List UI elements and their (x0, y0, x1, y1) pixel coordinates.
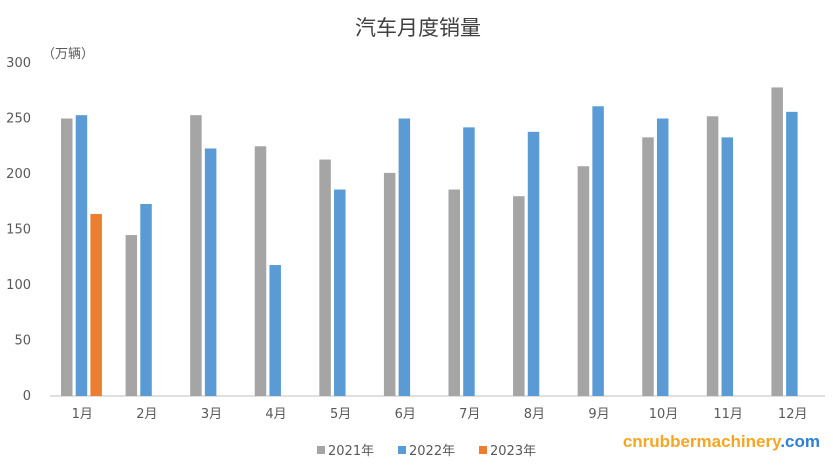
x-tick-label: 9月 (588, 407, 609, 422)
bar-2021年-2月 (125, 235, 138, 396)
bar-2022年-2月 (140, 203, 152, 396)
bar-2022年-10月 (656, 118, 669, 396)
legend-swatch (317, 446, 325, 454)
watermark-suffix: .com (780, 432, 820, 451)
bar-2021年-10月 (642, 137, 654, 396)
bar-2021年-6月 (383, 172, 396, 396)
x-tick-label: 10月 (649, 407, 679, 422)
x-tick-label: 3月 (201, 407, 222, 422)
bar-2021年-8月 (513, 196, 525, 396)
bar-2022年-11月 (721, 137, 734, 396)
x-tick-label: 5月 (330, 407, 351, 422)
y-tick-label: 300 (6, 56, 31, 71)
bar-2022年-7月 (463, 127, 475, 396)
y-tick-label: 200 (6, 167, 31, 182)
x-tick-label: 2月 (136, 407, 157, 422)
x-tick-label: 8月 (524, 407, 545, 422)
y-axis: 0 50 100 150 200 250 300 (6, 56, 31, 404)
x-tick-label: 1月 (72, 407, 93, 422)
x-tick-label: 7月 (459, 407, 480, 422)
x-tick-label: 6月 (395, 407, 416, 422)
bar-2022年-12月 (786, 111, 798, 396)
y-axis-unit-label: （万辆） (42, 47, 94, 62)
x-tick-label: 11月 (713, 407, 743, 422)
watermark-main: cnrubbermachinery (623, 432, 782, 451)
bar-2021年-4月 (254, 146, 267, 396)
bar-2022年-4月 (269, 265, 281, 396)
chart-title: 汽车月度销量 (355, 16, 481, 40)
x-tick-label: 4月 (265, 407, 286, 422)
bar-2022年-3月 (204, 148, 217, 396)
bar-2022年-1月 (75, 115, 88, 397)
y-tick-label: 100 (6, 278, 31, 293)
x-tick-label: 12月 (778, 407, 808, 422)
bar-2021年-5月 (319, 159, 331, 396)
legend: 2021年 2022年 2023年 (317, 444, 536, 459)
legend-label: 2021年 (328, 444, 374, 459)
y-tick-label: 50 (14, 334, 31, 349)
legend-swatch (479, 446, 487, 454)
bar-2021年-7月 (448, 189, 460, 396)
bar-2021年-3月 (190, 115, 202, 397)
legend-label: 2022年 (409, 444, 455, 459)
bar-2022年-5月 (334, 189, 346, 396)
x-axis: 1月 2月 3月 4月 5月 6月 7月 8月 9月 10月 11月 12月 (72, 407, 808, 422)
bar-2021年-9月 (577, 166, 590, 396)
bar-2023年-1月 (90, 213, 102, 396)
bar-2021年-11月 (706, 116, 719, 396)
legend-swatch (398, 446, 406, 454)
legend-label: 2023年 (490, 444, 536, 459)
bar-2022年-8月 (527, 131, 540, 396)
y-tick-label: 0 (23, 389, 31, 404)
bar-2022年-9月 (592, 106, 604, 396)
watermark: cnrubbermachinery.com (623, 432, 820, 451)
y-tick-label: 250 (6, 112, 31, 127)
bar-2022年-6月 (398, 118, 411, 396)
bar-2021年-1月 (61, 118, 73, 396)
bars (61, 87, 798, 397)
bar-2021年-12月 (771, 87, 783, 397)
y-tick-label: 150 (6, 223, 31, 238)
